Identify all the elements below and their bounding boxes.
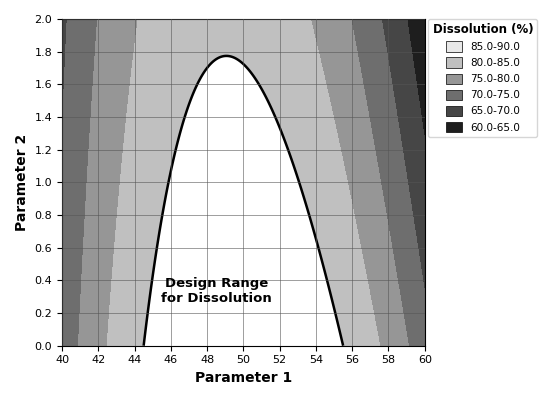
Legend: 85.0-90.0, 80.0-85.0, 75.0-80.0, 70.0-75.0, 65.0-70.0, 60.0-65.0: 85.0-90.0, 80.0-85.0, 75.0-80.0, 70.0-75… <box>429 19 538 137</box>
Y-axis label: Parameter 2: Parameter 2 <box>15 134 29 231</box>
X-axis label: Parameter 1: Parameter 1 <box>195 371 292 385</box>
Text: Design Range
for Dissolution: Design Range for Dissolution <box>161 277 272 305</box>
